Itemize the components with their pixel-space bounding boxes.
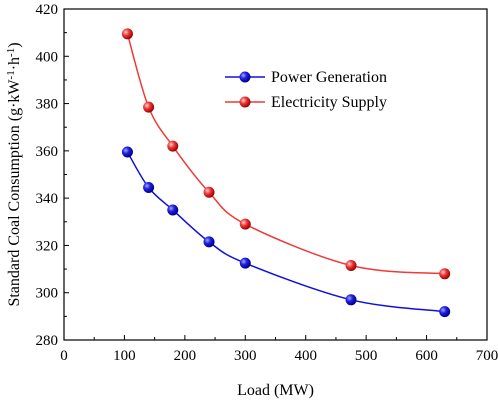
y-axis-title: Standard Coal Consumption (g·kW-1·h-1) <box>5 42 23 306</box>
data-point <box>203 186 215 198</box>
data-point <box>167 204 179 216</box>
series-line <box>126 151 445 313</box>
data-point <box>121 146 133 158</box>
y-axis-ticks: 280 300 320 340 360 380 400 420 <box>36 2 69 349</box>
legend-label-power-generation: Power Generation <box>271 69 387 86</box>
plot-frame <box>63 8 488 341</box>
data-point <box>439 268 451 280</box>
legend-marker-power-generation <box>239 71 251 83</box>
x-tick-label: 0 <box>60 348 68 364</box>
y-tick-label: 380 <box>36 97 59 113</box>
x-tick-label: 300 <box>234 348 257 364</box>
legend-item-electricity-supply: Electricity Supply <box>225 94 387 111</box>
data-point <box>203 236 215 248</box>
y-tick-label: 400 <box>36 49 59 65</box>
data-point <box>345 294 357 306</box>
x-tick-label: 100 <box>113 348 136 364</box>
x-tick-label: 400 <box>294 348 317 364</box>
data-point <box>439 306 451 318</box>
y-tick-label: 420 <box>36 2 59 18</box>
legend: Power Generation Electricity Supply <box>225 69 387 111</box>
legend-marker-electricity-supply <box>239 96 251 108</box>
data-point <box>239 257 251 269</box>
data-points <box>121 28 451 318</box>
data-point <box>167 140 179 152</box>
x-axis-ticks: 0 100 200 300 400 500 600 700 <box>60 335 498 364</box>
data-point <box>345 260 357 272</box>
x-axis-title: Load (MW) <box>237 382 314 399</box>
y-tick-label: 360 <box>36 144 59 160</box>
y-tick-label: 280 <box>36 333 59 349</box>
data-point <box>239 218 251 230</box>
y-tick-label: 340 <box>36 191 59 207</box>
legend-label-electricity-supply: Electricity Supply <box>271 94 387 111</box>
x-tick-label: 200 <box>174 348 197 364</box>
data-point <box>121 28 133 40</box>
x-tick-label: 600 <box>415 348 438 364</box>
data-point <box>143 182 155 194</box>
y-tick-label: 300 <box>36 286 59 302</box>
y-tick-label: 320 <box>36 238 59 254</box>
x-tick-label: 500 <box>355 348 378 364</box>
data-point <box>143 101 155 113</box>
legend-item-power-generation: Power Generation <box>225 69 387 86</box>
x-tick-label: 700 <box>476 348 498 364</box>
